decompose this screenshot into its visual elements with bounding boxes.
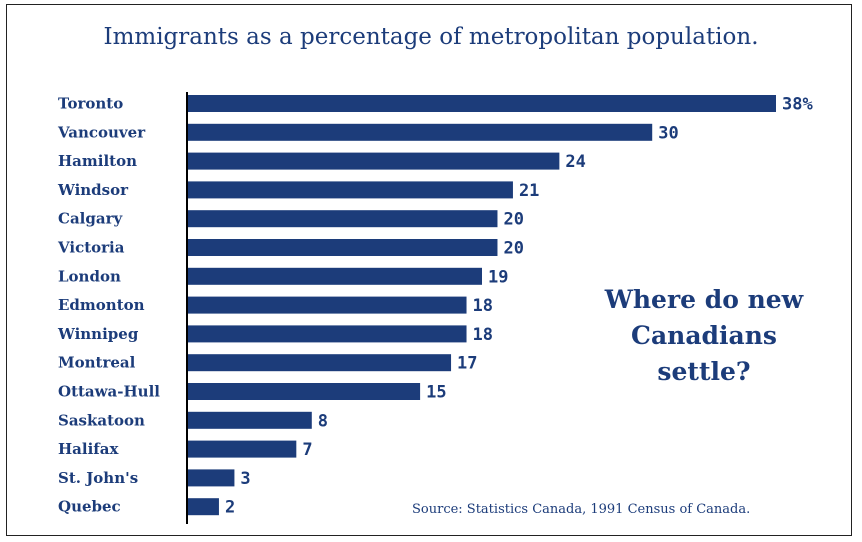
value-label: 38% — [782, 95, 813, 115]
bar — [188, 267, 482, 285]
callout-text: Where do new Canadians settle? — [588, 282, 820, 390]
value-label: 21 — [519, 181, 539, 201]
bar — [188, 383, 421, 400]
callout-line: Canadians — [631, 321, 777, 350]
callout-line: settle? — [657, 357, 751, 386]
chart-title: Immigrants as a percentage of metropolit… — [103, 24, 759, 50]
value-label: 2 — [225, 498, 235, 518]
source-note: Source: Statistics Canada, 1991 Census o… — [412, 502, 751, 517]
category-label: London — [58, 267, 121, 285]
category-label: Halifax — [58, 440, 119, 458]
category-label: Ottawa-Hull — [58, 383, 160, 401]
category-label: Toronto — [58, 95, 123, 113]
category-label: Victoria — [57, 239, 125, 257]
category-label: Winnipeg — [57, 325, 139, 343]
callout-line: Where do new — [604, 285, 804, 314]
value-label: 18 — [473, 325, 493, 345]
category-label: Windsor — [57, 181, 129, 199]
category-label: Quebec — [58, 498, 121, 516]
category-label: Montreal — [58, 354, 136, 372]
category-label: Hamilton — [58, 152, 137, 170]
value-label: 20 — [503, 239, 523, 259]
value-label: 7 — [302, 440, 312, 460]
value-label: 15 — [426, 383, 446, 403]
value-label: 17 — [457, 354, 477, 374]
bar — [188, 152, 560, 170]
category-label: Vancouver — [57, 123, 146, 141]
value-label: 19 — [488, 267, 508, 287]
bar — [188, 95, 776, 112]
bar — [188, 239, 498, 256]
category-label: Calgary — [58, 210, 123, 228]
category-label: St. John's — [58, 469, 138, 487]
value-label: 18 — [473, 296, 493, 316]
category-label: Saskatoon — [58, 411, 145, 429]
bar — [188, 325, 467, 343]
value-label: 3 — [240, 469, 250, 489]
bar — [188, 181, 513, 199]
bar — [188, 296, 467, 314]
bar — [188, 354, 452, 372]
value-label: 20 — [503, 210, 523, 230]
value-label: 30 — [658, 123, 678, 143]
value-label: 8 — [318, 411, 328, 431]
bar — [188, 498, 219, 516]
bar — [188, 210, 498, 228]
bar — [188, 469, 235, 487]
bar — [188, 123, 653, 141]
category-label: Edmonton — [58, 296, 145, 314]
value-label: 24 — [565, 152, 585, 172]
bar — [188, 440, 297, 458]
bar — [188, 411, 312, 429]
